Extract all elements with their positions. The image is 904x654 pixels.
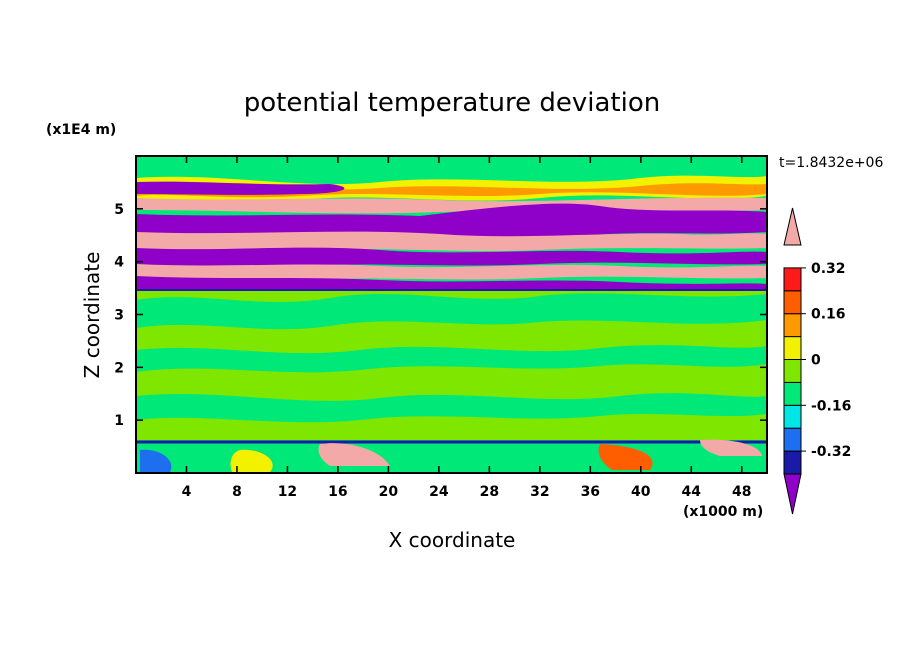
colorbar-extend-top [783,207,802,246]
field-patch [598,444,653,470]
field-band [136,264,767,282]
colorbar-tick-label: -0.16 [811,398,851,414]
x-tick-label: 28 [480,484,499,500]
colorbar-swatch [783,427,802,452]
field-patch [136,345,767,373]
colorbar-swatch [783,267,802,292]
field-patch [230,449,273,472]
x-tick-label: 16 [328,484,347,500]
x-tick-label: 44 [682,484,702,500]
colorbar-tick-label: -0.32 [811,444,851,460]
field-band [136,181,345,195]
y-axis-label: Z coordinate [80,252,104,379]
y-units-label: (x1E4 m) [46,122,116,138]
field-patch [700,439,762,456]
y-axis-ticks: 1 2 3 4 5 [114,202,767,429]
field-patch [136,393,767,423]
colorbar-swatch [783,359,802,383]
field-band [136,203,767,239]
colorbar-swatch [783,313,802,338]
field-bottom [136,440,767,473]
x-tick-label: 12 [278,484,297,500]
x-units-label: (x1000 m) [683,504,763,520]
contour-field [136,156,767,473]
time-label: t=1.8432e+06 [779,155,883,171]
x-tick-label: 48 [732,484,751,500]
x-tick-label: 32 [530,484,549,500]
y-tick-label: 5 [114,202,124,218]
colorbar-swatch [783,404,802,429]
x-tick-label: 4 [182,484,192,500]
colorbar: 0.32 0.16 0 -0.16 -0.32 [783,207,851,515]
colorbar-tick-label: 0.16 [811,307,846,323]
x-axis-ticks: 4 8 12 16 20 24 28 32 36 40 44 48 [182,156,752,500]
y-tick-label: 2 [114,360,124,376]
x-tick-label: 24 [429,484,449,500]
colorbar-swatch [783,336,802,361]
x-tick-label: 36 [581,484,600,500]
y-tick-label: 3 [114,308,124,324]
colorbar-swatch [783,450,802,475]
y-tick-label: 4 [114,255,124,271]
chart-title: potential temperature deviation [244,88,660,118]
x-tick-label: 40 [631,484,651,500]
x-tick-label: 8 [232,484,242,500]
colorbar-tick-label: 0 [811,353,821,369]
field-band [136,276,767,290]
field-band [136,231,767,252]
colorbar-tick-label: 0.32 [811,261,846,277]
colorbar-swatch [783,290,802,315]
x-tick-label: 20 [379,484,399,500]
field-patch [140,449,172,472]
colorbar-extend-bottom [783,473,802,515]
colorbar-swatch [783,381,802,406]
y-tick-label: 1 [114,413,124,429]
field-patch [136,293,767,330]
field-patch [318,443,390,466]
x-axis-label: X coordinate [389,528,516,552]
field-band [136,247,767,268]
